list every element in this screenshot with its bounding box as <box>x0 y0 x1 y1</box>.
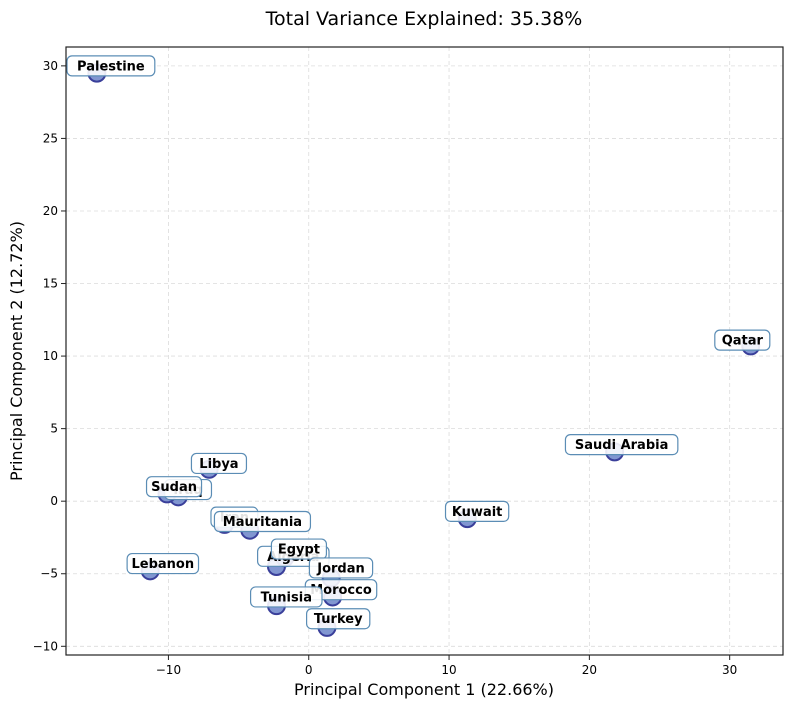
plot-frame <box>65 46 784 656</box>
label-saudi-arabia: Saudi Arabia <box>564 433 679 456</box>
point-label-text: Jordan <box>316 561 365 576</box>
grid-layer <box>66 47 783 655</box>
chart-title: Total Variance Explained: 35.38% <box>265 8 583 30</box>
x-tick-label: 0 <box>305 663 313 677</box>
label-egypt: Egypt <box>270 538 328 560</box>
point-label-text: Morocco <box>310 583 372 598</box>
label-box <box>213 510 312 533</box>
label-qatar: Qatar <box>714 329 771 351</box>
point-label-text: Mauritania <box>223 515 302 530</box>
point-label-text: Tunisia <box>261 590 312 605</box>
y-tick-label: 25 <box>43 131 58 145</box>
label-box <box>190 452 248 475</box>
label-palestine: Palestine <box>66 55 156 77</box>
point-label-text: Turkey <box>314 612 363 627</box>
point-label-text: Qatar <box>722 334 764 349</box>
point-label-text: Palestine <box>77 59 145 74</box>
y-tick-label: 30 <box>43 59 58 73</box>
label-jordan: Jordan <box>308 557 374 579</box>
label-box <box>66 55 156 77</box>
x-tick-label: 10 <box>441 663 456 677</box>
y-tick-label: −10 <box>33 639 58 653</box>
x-tick-label: 30 <box>722 663 737 677</box>
label-box <box>714 329 771 351</box>
label-turkey: Turkey <box>306 608 371 630</box>
label-box <box>249 586 323 608</box>
y-tick-label: 5 <box>50 422 58 436</box>
y-tick-label: 20 <box>43 204 58 218</box>
point-label-text: Sudan <box>151 480 197 495</box>
label-box <box>564 433 679 456</box>
x-tick-label: −10 <box>156 663 181 677</box>
y-tick-label: 15 <box>43 277 58 291</box>
ticks-layer: −10 0 10 20 30 −10 −5 0 5 10 15 20 25 30 <box>33 59 738 677</box>
point-label-text: Saudi Arabia <box>575 438 668 453</box>
label-box <box>145 476 203 498</box>
point-label-text: Lebanon <box>132 557 195 572</box>
label-mauritania: Mauritania <box>213 510 312 533</box>
label-sudan: Sudan <box>145 476 203 498</box>
label-box <box>444 500 510 522</box>
label-box <box>308 557 374 579</box>
point-label-text: Kuwait <box>452 505 503 520</box>
label-lebanon: Lebanon <box>126 552 200 575</box>
points-layer <box>87 63 761 637</box>
y-tick-label: 0 <box>50 494 58 508</box>
label-libya: Libya <box>190 452 248 475</box>
label-box <box>126 552 200 575</box>
y-axis-label: Principal Component 2 (12.72%) <box>7 221 26 481</box>
label-tunisia: Tunisia <box>249 586 323 608</box>
label-kuwait: Kuwait <box>444 500 510 522</box>
x-axis-label: Principal Component 1 (22.66%) <box>294 680 554 699</box>
label-box <box>270 538 328 560</box>
point-label-text: Libya <box>199 457 238 472</box>
label-box <box>306 608 371 630</box>
y-tick-label: 10 <box>43 349 58 363</box>
label-morocco: Morocco <box>304 579 378 601</box>
y-tick-label: −5 <box>40 567 58 581</box>
point-label-text: Egypt <box>278 543 320 558</box>
x-tick-label: 20 <box>582 663 597 677</box>
